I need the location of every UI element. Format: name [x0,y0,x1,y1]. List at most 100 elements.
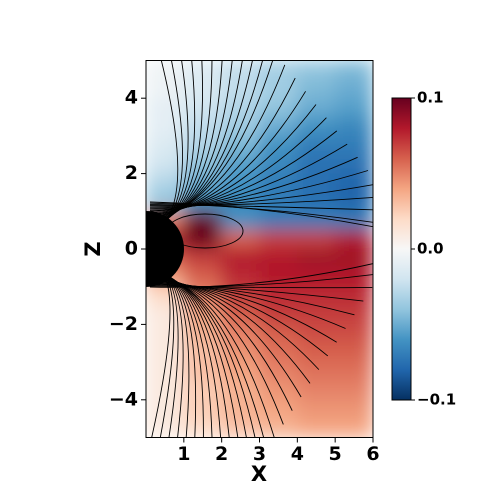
streamlines [149,60,373,438]
streamline [149,201,373,228]
streamline [149,156,358,210]
cell [146,154,185,175]
cell [146,305,185,325]
cell [183,97,223,118]
field [146,60,373,438]
cell [221,267,260,288]
cell [146,116,185,137]
cell [296,399,336,420]
y-tick-label: −4 [109,388,138,410]
cell [259,135,298,156]
y-axis-label: Z [81,241,105,256]
cell [259,399,298,420]
cell [334,380,373,401]
cell [334,323,373,344]
x-tick-label: 1 [177,443,190,465]
cell [259,305,298,325]
x-tick-label: 5 [329,443,342,465]
x-tick-label: 3 [253,443,266,465]
cell [334,60,373,80]
y-tick-label: 4 [125,87,138,109]
cell [259,342,298,363]
x-tick-label: 4 [291,443,304,465]
streamline [149,280,329,357]
cell [221,380,260,401]
streamline [149,184,373,208]
cell [259,267,298,288]
cell [334,154,373,175]
cell [296,116,336,137]
cell [296,305,336,325]
cell [259,116,298,137]
streamline [149,202,373,223]
cell [259,78,298,99]
cell [296,342,336,363]
cell [296,361,336,382]
cell [183,210,223,231]
cell [221,229,260,250]
streamline [149,284,373,289]
cell [259,60,298,80]
cell [334,97,373,118]
cell [296,173,336,193]
cell [296,135,336,156]
cell [296,248,336,269]
cell [259,248,298,269]
cell [334,248,373,269]
cell [221,418,260,438]
cell [296,418,336,438]
streamline [149,143,348,211]
streamline [149,203,373,211]
streamline [149,117,327,214]
y-tick-label: 2 [125,162,138,184]
cell [259,229,298,250]
cell [296,267,336,288]
cell [146,323,185,344]
cell [146,135,185,156]
cell [146,286,185,307]
streamline [149,263,373,288]
cell [334,361,373,382]
x-tick-label: 2 [215,443,228,465]
cell [334,210,373,231]
cell [183,248,223,269]
streamline [149,280,337,343]
cell [334,418,373,438]
streamline [149,77,296,217]
streamline [149,60,263,221]
cell [259,173,298,193]
cell [221,361,260,382]
cell [221,173,260,193]
cell [221,135,260,156]
cell [183,154,223,175]
cell [146,173,185,193]
cell [259,154,298,175]
cell [146,78,185,99]
cell [183,116,223,137]
cell [296,323,336,344]
cell [334,342,373,363]
cell [259,286,298,307]
planet [146,211,184,287]
x-axis-label: X [251,462,267,486]
cell [334,173,373,193]
colorbar-tick-label: 0.1 [417,89,444,107]
streamline [149,196,373,207]
streamline [149,282,355,316]
streamline [149,274,373,288]
streamline [149,130,338,213]
cell [296,60,336,80]
cell [183,418,223,438]
cell [334,135,373,156]
cell [296,97,336,118]
colorbar-tick-label: −0.1 [417,391,456,409]
streamline [149,170,369,209]
cell [296,229,336,250]
cell [334,78,373,99]
cell [296,380,336,401]
cell [146,380,185,401]
cell [183,323,223,344]
streamline [149,60,274,220]
x-tick-label: 6 [366,443,379,465]
streamline [149,278,311,384]
